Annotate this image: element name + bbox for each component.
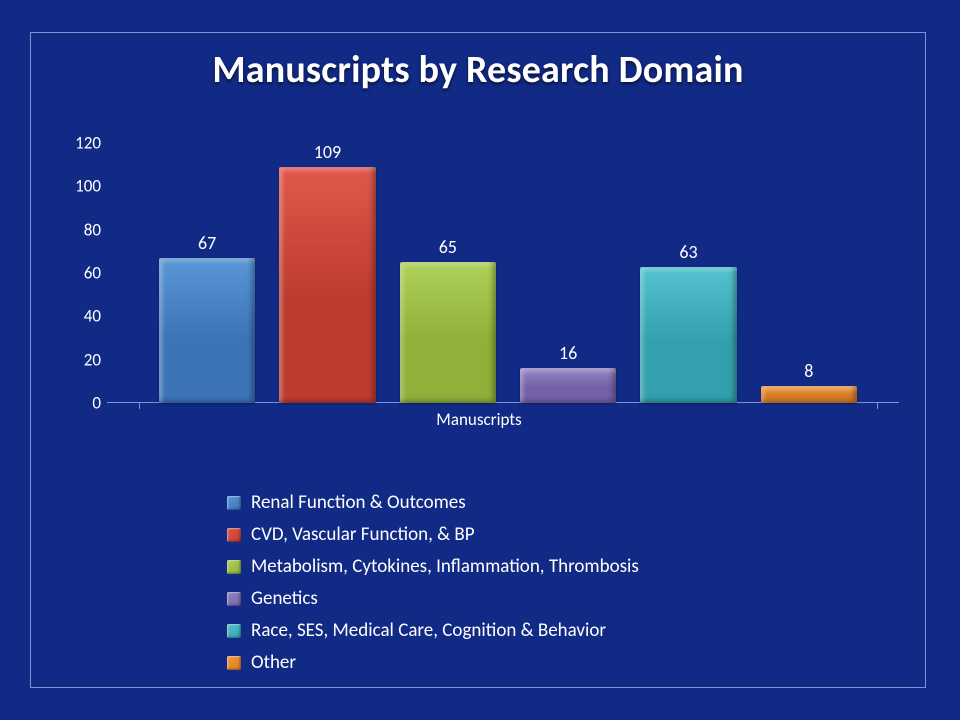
bar-fill (640, 267, 736, 404)
bar: 16 (520, 368, 616, 403)
legend-swatch (227, 496, 241, 510)
bar: 67 (159, 258, 255, 403)
legend-label: Other (251, 647, 296, 679)
legend-label: Renal Function & Outcomes (251, 487, 466, 519)
y-tick-label: 60 (59, 263, 101, 284)
legend-item: Renal Function & Outcomes (227, 487, 639, 519)
chart-card: Manuscripts by Research Domain 020406080… (30, 32, 926, 688)
chart-title: Manuscripts by Research Domain (31, 47, 925, 93)
bar-value-label: 109 (279, 141, 375, 163)
legend-label: Genetics (251, 583, 318, 615)
bar-fill (520, 368, 616, 403)
legend-item: CVD, Vascular Function, & BP (227, 519, 639, 551)
legend: Renal Function & OutcomesCVD, Vascular F… (227, 487, 639, 679)
bars-container: 671096516638 (107, 143, 899, 403)
bar-value-label: 16 (520, 342, 616, 364)
legend-swatch (227, 560, 241, 574)
bar: 65 (400, 262, 496, 403)
legend-swatch (227, 528, 241, 542)
y-tick-label: 20 (59, 349, 101, 370)
y-tick-label: 100 (59, 176, 101, 197)
bar-value-label: 65 (400, 236, 496, 258)
y-tick-label: 80 (59, 219, 101, 240)
bar: 109 (279, 167, 375, 403)
legend-swatch (227, 592, 241, 606)
legend-item: Race, SES, Medical Care, Cognition & Beh… (227, 615, 639, 647)
bar-fill (159, 258, 255, 403)
legend-item: Metabolism, Cytokines, Inflammation, Thr… (227, 551, 639, 583)
legend-swatch (227, 656, 241, 670)
legend-label: CVD, Vascular Function, & BP (251, 519, 475, 551)
bar-value-label: 8 (761, 360, 857, 382)
bar-fill (761, 386, 857, 403)
legend-label: Race, SES, Medical Care, Cognition & Beh… (251, 615, 606, 647)
bar: 63 (640, 267, 736, 404)
y-tick-label: 40 (59, 306, 101, 327)
legend-label: Metabolism, Cytokines, Inflammation, Thr… (251, 551, 639, 583)
x-category-label: Manuscripts (59, 409, 899, 430)
bar-value-label: 63 (640, 241, 736, 263)
legend-swatch (227, 624, 241, 638)
legend-item: Genetics (227, 583, 639, 615)
bar-fill (279, 167, 375, 403)
chart-area: 020406080100120 671096516638 Manuscripts (59, 143, 899, 443)
bar-fill (400, 262, 496, 403)
plot-region: 020406080100120 671096516638 (107, 143, 899, 403)
bar: 8 (761, 386, 857, 403)
y-tick-label: 120 (59, 133, 101, 154)
bar-value-label: 67 (159, 232, 255, 254)
legend-item: Other (227, 647, 639, 679)
